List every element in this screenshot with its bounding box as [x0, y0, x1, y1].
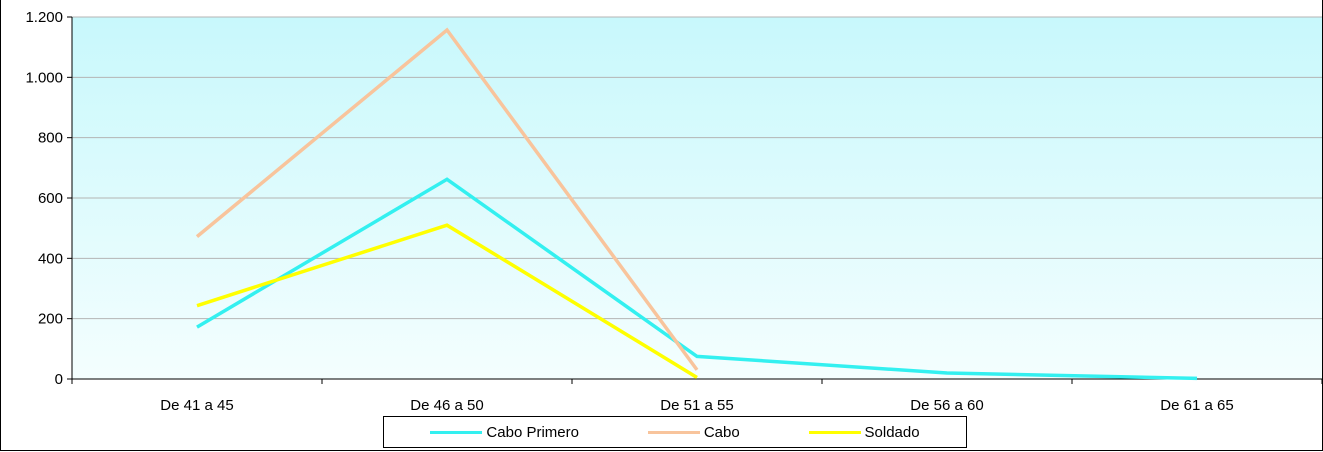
legend-swatch-cabo: [647, 430, 700, 434]
legend-label-cabo-primero: Cabo Primero: [486, 423, 579, 441]
legend-swatch-cabo-primero: [430, 430, 483, 434]
y-tick-label: 800: [38, 130, 63, 147]
y-tick-label: 600: [38, 190, 63, 207]
series-line-soldado: [196, 223, 698, 379]
y-tick-label: 1.200: [25, 9, 63, 26]
y-tick-label: 400: [38, 250, 63, 267]
series-lines: [195, 27, 1198, 381]
y-tick-label: 0: [55, 371, 63, 388]
y-tick-label: 200: [38, 311, 63, 328]
x-tick-label: De 51 a 55: [660, 397, 733, 414]
series-line-cabo-primero: [196, 177, 1198, 381]
x-tick-label: De 46 a 50: [410, 397, 483, 414]
series-line-cabo: [195, 27, 699, 371]
legend: Cabo Primero Cabo Soldado: [383, 416, 967, 448]
y-axis: 0 200 400 600 800 1.000 1.200: [25, 9, 73, 388]
y-tick-label: 1.000: [25, 69, 63, 86]
legend-item-cabo: Cabo: [647, 423, 740, 441]
legend-item-soldado: Soldado: [808, 423, 920, 441]
legend-label-soldado: Soldado: [864, 423, 920, 441]
legend-label-cabo: Cabo: [703, 423, 740, 441]
x-tick-label: De 61 a 65: [1160, 397, 1233, 414]
legend-swatch-soldado: [808, 430, 861, 434]
x-axis: De 41 a 45 De 46 a 50 De 51 a 55 De 56 a 60…: [71, 378, 1323, 414]
legend-item-cabo-primero: Cabo Primero: [430, 424, 579, 441]
gridlines: [72, 16, 1322, 380]
x-tick-label: De 56 a 60: [910, 397, 983, 414]
x-tick-label: De 41 a 45: [160, 397, 233, 414]
